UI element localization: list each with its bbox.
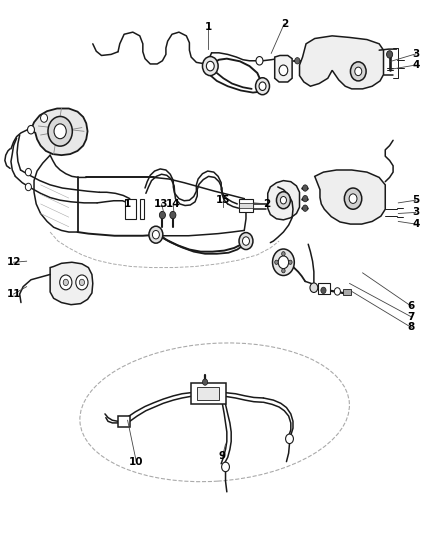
Polygon shape [275,55,292,82]
Polygon shape [31,109,88,155]
Circle shape [349,194,357,204]
Circle shape [149,226,163,243]
Text: 6: 6 [408,301,415,311]
Circle shape [286,434,293,443]
Text: 4: 4 [412,60,420,70]
Circle shape [280,197,286,204]
Text: 1: 1 [205,22,212,32]
Circle shape [279,65,288,76]
Polygon shape [300,36,384,89]
Circle shape [25,168,32,176]
Circle shape [289,260,292,264]
Circle shape [202,56,218,76]
Text: 3: 3 [412,49,419,59]
Circle shape [276,192,290,209]
Bar [343,289,351,295]
Circle shape [334,288,340,295]
Circle shape [272,249,294,276]
Circle shape [206,61,214,71]
Circle shape [54,124,66,139]
Circle shape [303,196,308,202]
Circle shape [48,116,72,146]
Text: 9: 9 [219,451,226,462]
Circle shape [79,279,85,286]
Circle shape [259,82,266,91]
Text: 2: 2 [281,19,288,29]
Circle shape [282,269,285,273]
Text: 13: 13 [154,199,169,209]
Text: 15: 15 [216,195,230,205]
Text: 11: 11 [6,289,21,299]
Circle shape [152,230,159,239]
Text: 1: 1 [124,199,131,209]
Circle shape [275,260,278,264]
Circle shape [63,279,68,286]
Circle shape [239,232,253,249]
Bar [318,284,330,294]
Circle shape [202,379,208,385]
Circle shape [303,205,308,212]
Circle shape [25,183,32,191]
Bar [125,199,136,219]
Circle shape [282,252,285,256]
Text: 4: 4 [412,219,420,229]
Text: 14: 14 [166,199,180,209]
Circle shape [170,212,176,219]
Text: 5: 5 [412,195,419,205]
Bar [197,387,219,400]
Polygon shape [315,170,385,224]
Circle shape [387,51,392,58]
Circle shape [278,256,289,269]
Text: 2: 2 [263,199,271,209]
Bar [239,199,253,213]
Circle shape [256,56,263,65]
Circle shape [295,58,300,64]
Circle shape [350,62,366,81]
Text: 12: 12 [6,257,21,267]
Bar [239,203,253,208]
Text: 8: 8 [408,322,415,333]
Text: 3: 3 [412,207,419,217]
Circle shape [41,114,47,122]
Circle shape [310,283,318,293]
Polygon shape [50,262,93,305]
Circle shape [321,287,326,294]
Circle shape [159,212,166,219]
Bar [191,383,226,405]
Circle shape [243,237,250,245]
Bar [140,199,144,219]
Text: 10: 10 [129,457,144,466]
Polygon shape [268,181,300,220]
Circle shape [355,67,362,76]
Circle shape [60,275,72,290]
Text: 7: 7 [408,312,415,322]
Circle shape [28,125,35,134]
Circle shape [255,78,269,95]
Circle shape [344,188,362,209]
Circle shape [222,462,230,472]
Circle shape [303,185,308,191]
Bar [118,416,130,426]
Circle shape [76,275,88,290]
